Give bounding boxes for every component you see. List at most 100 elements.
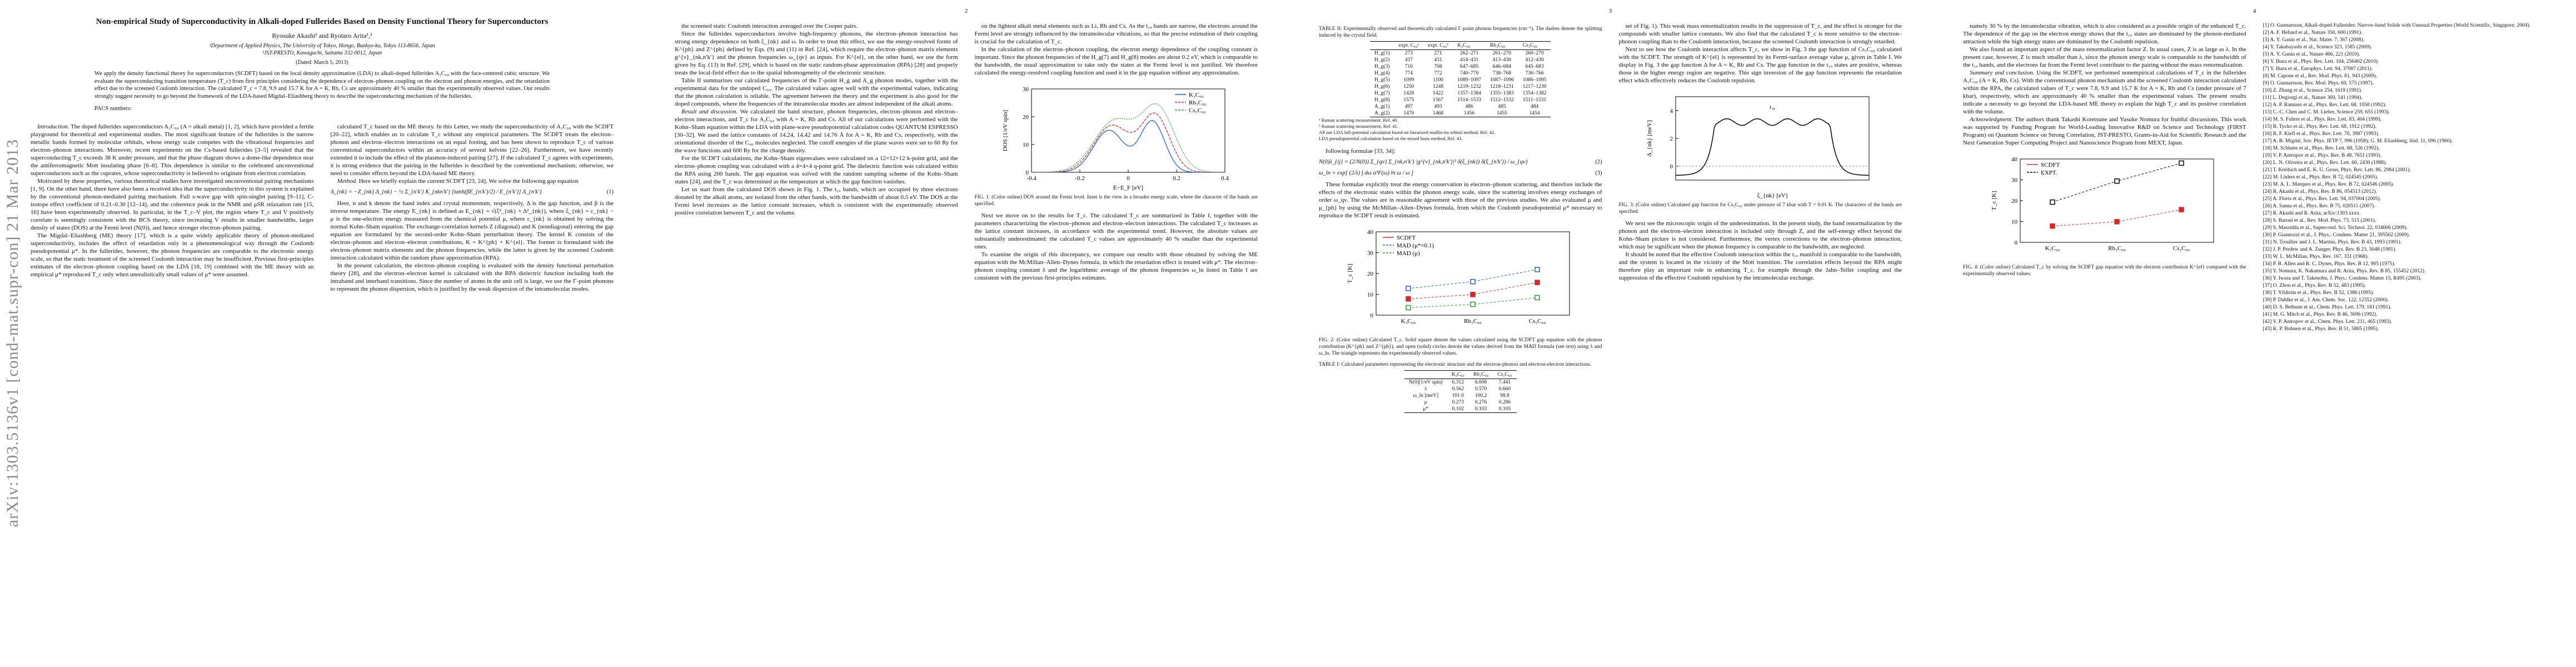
column: [1] O. Gunnarsson, Alkali-doped Fullerid… xyxy=(2263,22,2547,650)
table-row: H_g(3) 710 708 647–685 646–684 645–683 xyxy=(1370,63,1551,70)
equation: N(0)λ_{ij} = (2/N(0)) Σ_{qν} Σ_{nk,n′k′}… xyxy=(1319,158,1602,166)
paragraph-text: In the present calculation, the electron… xyxy=(330,262,614,292)
paragraph-text: For the SCDFT calculations, the Kohn–Sha… xyxy=(675,155,958,185)
paragraph-text: We next see the microscopic origin of th… xyxy=(1618,220,1902,250)
table-block: TABLE I: Calculated parameters represent… xyxy=(1319,361,1602,413)
authors: Ryosuke Akashi¹ and Ryotaro Arita¹,² xyxy=(272,32,372,39)
reference: [9] O. Gunnarsson, Rev. Mod. Phys. 69, 5… xyxy=(2263,81,2374,86)
paragraph-text: We calculated the band structure, phonon… xyxy=(675,108,958,154)
y-tick-label: 30 xyxy=(1367,250,1374,257)
table-cell: λ xyxy=(1424,386,1427,392)
table-row: μ* 0.102 0.103 0.105 xyxy=(1404,406,1517,413)
reference: [32] J. P. Perdew and A. Zunger, Phys. R… xyxy=(2263,247,2396,252)
reference: [1] O. Gunnarsson, Alkali-doped Fullerid… xyxy=(2263,23,2531,28)
table-cell: H_g(7) xyxy=(1374,91,1390,96)
series-line xyxy=(2052,209,2181,227)
y-axis-label: T_c [K] xyxy=(1991,191,1997,210)
paragraph: We next see the microscopic origin of th… xyxy=(1619,220,1902,251)
column: namely 30 % by the intramolecular vibrat… xyxy=(1963,22,2246,650)
figure-plot: 0 10 20 30 40 T_c [K] K₃C₆₀ Rb₃C₆₀ Cs₃C₆₀ SCDFT EX… xyxy=(1991,156,2214,252)
table-cell: 740–770 xyxy=(1459,71,1479,76)
table-header-row: expt. C₆₀ᵃ expt. C₆₀ᵇ K₃C₆₀ Rb₃C₆₀ Cs₃C₆₀ xyxy=(1370,41,1551,50)
table-cell: 1470 xyxy=(1403,111,1414,116)
legend-label: MAD (μ) xyxy=(1397,250,1420,257)
table-cell: N(0)[1/eV spin] xyxy=(1408,380,1443,385)
data-point xyxy=(1534,267,1540,272)
table-cell: 485 xyxy=(1498,104,1506,109)
y-tick-label: 40 xyxy=(1367,229,1374,236)
paragraph-text: The Migdal–Eliashberg (ME) theory [17], … xyxy=(31,232,314,278)
series-line xyxy=(1408,297,1537,308)
table-row: N(0)[1/eV spin] 6.312 6.608 7.441 xyxy=(1404,379,1517,386)
data-point xyxy=(1534,295,1540,301)
table-header-cell: Cs₃C₆₀ xyxy=(1518,41,1551,50)
legend-label: Cs₃C₆₀ xyxy=(1189,107,1206,114)
page: 4 namely 30 % by the intramolecular vibra… xyxy=(1932,0,2576,667)
pacs: PACS numbers: xyxy=(94,106,132,112)
run-in-heading: Acknowledgment. xyxy=(1970,116,2013,123)
x-tick-label: Cs₃C₆₀ xyxy=(2173,245,2190,252)
table-cell: 0.286 xyxy=(1498,400,1511,405)
table-cell: 1250 xyxy=(1403,84,1414,89)
reference: [20] L. N. Oliveira et al., Phys. Rev. L… xyxy=(2263,160,2387,166)
table-cell: 738–768 xyxy=(1492,71,1511,76)
columns: Introduction. The doped fullerides super… xyxy=(31,123,614,650)
table-cell: 1428 xyxy=(1403,91,1414,96)
reference: [34] P. B. Allen and R. C. Dynes, Phys. … xyxy=(2263,261,2395,267)
reference: [38] T. Yildirim et al., Phys. Rev. B 52… xyxy=(2263,290,2374,296)
y-tick-label: 20 xyxy=(1367,271,1374,277)
reference: [16] R. F. Kiefl et al., Phys. Rev. Lett… xyxy=(2263,131,2380,137)
figure-plot: 0 10 20 30 -0.4 -0.2 0 0.2 0.4 E−E_F [eV] DOS [1/e… xyxy=(1002,86,1229,191)
run-in-heading: Introduction. xyxy=(37,123,69,130)
paragraph: the screened static Coulomb interaction … xyxy=(675,22,958,30)
x-axis-label: E−E_F [eV] xyxy=(1113,185,1143,191)
equation: Δ_{nk} = −Z_{nk} Δ_{nk} − ½ Σ_{n′k′} K_{… xyxy=(331,188,614,196)
y-axis-label: T_c [K] xyxy=(1347,263,1353,283)
paragraph-text: the screened static Coulomb interaction … xyxy=(681,23,858,29)
dos-curve xyxy=(1032,112,1225,173)
reference: [3] A. Y. Ganin et al., Nat. Mater. 7, 3… xyxy=(2263,37,2365,43)
table-cell: 493 xyxy=(1434,104,1442,109)
paragraph-text: Next to see how the Coulomb interaction … xyxy=(1618,46,1902,84)
y-tick-label: 10 xyxy=(2011,219,2018,226)
page-number: 4 xyxy=(2253,8,2256,14)
dos-curve xyxy=(1032,120,1225,173)
reference: [31] N. Troullier and J. L. Martins, Phy… xyxy=(2263,240,2402,245)
page-number: 3 xyxy=(1608,8,1612,14)
header: Non-empirical Study of Superconductivity… xyxy=(56,17,589,112)
reference: [8] M. Capone et al., Rev. Mod. Phys. 81… xyxy=(2263,73,2377,79)
figure-caption: FIG. 1: (Color online) DOS around the Fe… xyxy=(974,195,1258,207)
data-point xyxy=(1406,286,1411,291)
reference: [24] R. Akashi et al., Phys. Rev. B 86, … xyxy=(2263,189,2377,195)
columns: TABLE II: Experimentally observed and th… xyxy=(1319,22,1902,650)
reference: [26] A. Sanna et al., Phys. Rev. B 75, 0… xyxy=(2263,203,2375,209)
paragraph: Method. Here we briefly explain the curr… xyxy=(331,177,614,185)
page: 2 the screened static Coulomb interaction… xyxy=(644,0,1288,667)
reference: [43] K. P. Bohnen et al., Phys. Rev. B 5… xyxy=(2263,326,2379,332)
reference: [39] P. Dahlke et al., J. Am. Chem. Soc.… xyxy=(2263,297,2389,303)
table-cell: 774 xyxy=(1404,71,1413,76)
table-cell: H_g(1) xyxy=(1374,51,1390,56)
table-row: λ 0.562 0.570 0.660 xyxy=(1404,386,1517,392)
data-point xyxy=(1470,292,1476,297)
table: expt. C₆₀ᵃ expt. C₆₀ᵇ K₃C₆₀ Rb₃C₆₀ Cs₃C₆₀ H_g… xyxy=(1370,41,1551,117)
table: K₃C₆₀ Rb₃C₆₀ Cs₃C₆₀ N(0)[1/eV spin] 6.312 6.6… xyxy=(1404,370,1517,413)
run-in-heading: Summary and conclusion. xyxy=(1970,69,2035,76)
gap-curve xyxy=(1676,118,1870,176)
table-row: A_g(2) 1470 1468 1456 1455 1454 xyxy=(1370,110,1551,117)
paragraph: on the lightest alkali metal elements su… xyxy=(975,22,1258,46)
x-tick-label: K₃C₆₀ xyxy=(2045,245,2060,252)
reference: [10] Z. Zhang et al., Science 254, 1619 … xyxy=(2263,88,2363,93)
references: [1] O. Gunnarsson, Alkali-doped Fullerid… xyxy=(2263,22,2547,332)
y-tick-label: 0 xyxy=(1026,170,1029,176)
table-cell: 412–430 xyxy=(1525,57,1544,63)
reference: [14] M. S. Fuhrer et al., Phys. Rev. Let… xyxy=(2263,117,2382,122)
reference: [27] R. Akashi and R. Arita, arXiv:1303.… xyxy=(2263,211,2361,216)
table-header-cell: K₃C₆₀ xyxy=(1447,370,1469,379)
paragraph-text: set of Fig. 1). This weak mass renormali… xyxy=(1618,23,1902,45)
table-cell: H_g(8) xyxy=(1374,97,1390,103)
table-cell: 260–270 xyxy=(1525,51,1544,56)
table-row: H_g(7) 1428 1422 1357–1384 1355–1383 1354–138… xyxy=(1370,90,1551,97)
paragraph: Motivated by these properties, various t… xyxy=(31,177,314,232)
figure: 0 10 20 30 40 T_c [K] K₃C₆₀ Rb₃C₆₀ Cs₃C₆₀ SCDFT MA… xyxy=(1319,224,1602,357)
